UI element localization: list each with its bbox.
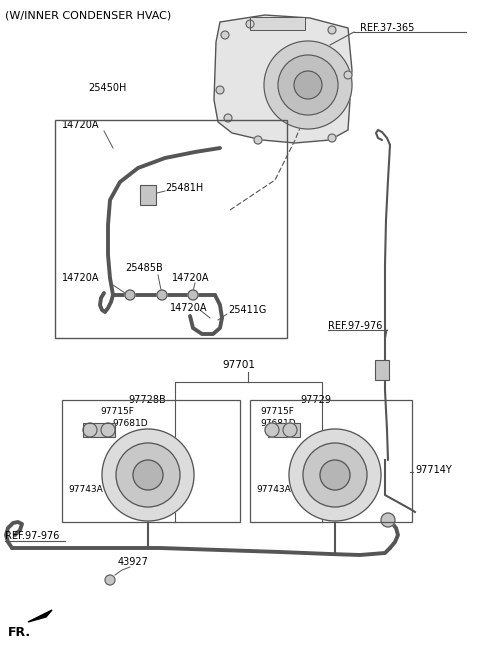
Circle shape xyxy=(320,460,350,490)
Text: 97681D: 97681D xyxy=(112,419,148,428)
Circle shape xyxy=(264,41,352,129)
Text: 97715F: 97715F xyxy=(260,407,294,417)
Bar xyxy=(250,17,305,30)
Text: 97743A: 97743A xyxy=(68,485,103,495)
Text: 25481H: 25481H xyxy=(165,183,203,193)
Circle shape xyxy=(224,114,232,122)
Circle shape xyxy=(83,423,97,437)
Text: 97681D: 97681D xyxy=(260,419,296,428)
Bar xyxy=(250,400,412,522)
Text: 97714Y: 97714Y xyxy=(415,465,452,475)
Circle shape xyxy=(328,134,336,142)
Circle shape xyxy=(246,20,254,28)
Polygon shape xyxy=(214,15,352,143)
Text: 14720A: 14720A xyxy=(170,303,207,313)
Circle shape xyxy=(289,429,381,521)
Text: 97715F: 97715F xyxy=(100,407,134,417)
Text: 25411G: 25411G xyxy=(228,305,266,315)
Circle shape xyxy=(265,423,279,437)
Text: 25485B: 25485B xyxy=(125,263,163,273)
Polygon shape xyxy=(28,610,52,622)
Bar xyxy=(140,185,156,205)
Circle shape xyxy=(294,71,322,99)
Circle shape xyxy=(328,26,336,34)
Circle shape xyxy=(278,55,338,115)
Text: REF.37-365: REF.37-365 xyxy=(360,23,414,33)
Circle shape xyxy=(381,513,395,527)
Text: REF.97-976: REF.97-976 xyxy=(5,531,60,541)
Text: (W/INNER CONDENSER HVAC): (W/INNER CONDENSER HVAC) xyxy=(5,10,171,20)
Circle shape xyxy=(133,460,163,490)
Circle shape xyxy=(105,575,115,585)
Text: 43927: 43927 xyxy=(118,557,149,567)
Circle shape xyxy=(216,86,224,94)
Bar xyxy=(375,360,389,380)
Circle shape xyxy=(303,443,367,507)
Text: FR.: FR. xyxy=(8,626,31,638)
Circle shape xyxy=(125,290,135,300)
Circle shape xyxy=(102,429,194,521)
Circle shape xyxy=(221,31,229,39)
Circle shape xyxy=(188,290,198,300)
Circle shape xyxy=(344,71,352,79)
Circle shape xyxy=(254,136,262,144)
Circle shape xyxy=(157,290,167,300)
Text: 97728B: 97728B xyxy=(128,395,166,405)
Bar xyxy=(55,120,287,338)
Circle shape xyxy=(116,443,180,507)
Bar xyxy=(83,423,115,437)
Text: REF.97-976: REF.97-976 xyxy=(328,321,383,331)
Text: 14720A: 14720A xyxy=(172,273,209,283)
Bar xyxy=(268,423,300,437)
Text: 97729: 97729 xyxy=(300,395,331,405)
Text: 97743A: 97743A xyxy=(256,485,291,495)
Text: 14720A: 14720A xyxy=(62,120,99,130)
Text: 14720A: 14720A xyxy=(62,273,99,283)
Circle shape xyxy=(101,423,115,437)
Circle shape xyxy=(283,423,297,437)
Text: 25450H: 25450H xyxy=(88,83,126,93)
Text: 97701: 97701 xyxy=(222,360,255,370)
Bar xyxy=(62,400,240,522)
